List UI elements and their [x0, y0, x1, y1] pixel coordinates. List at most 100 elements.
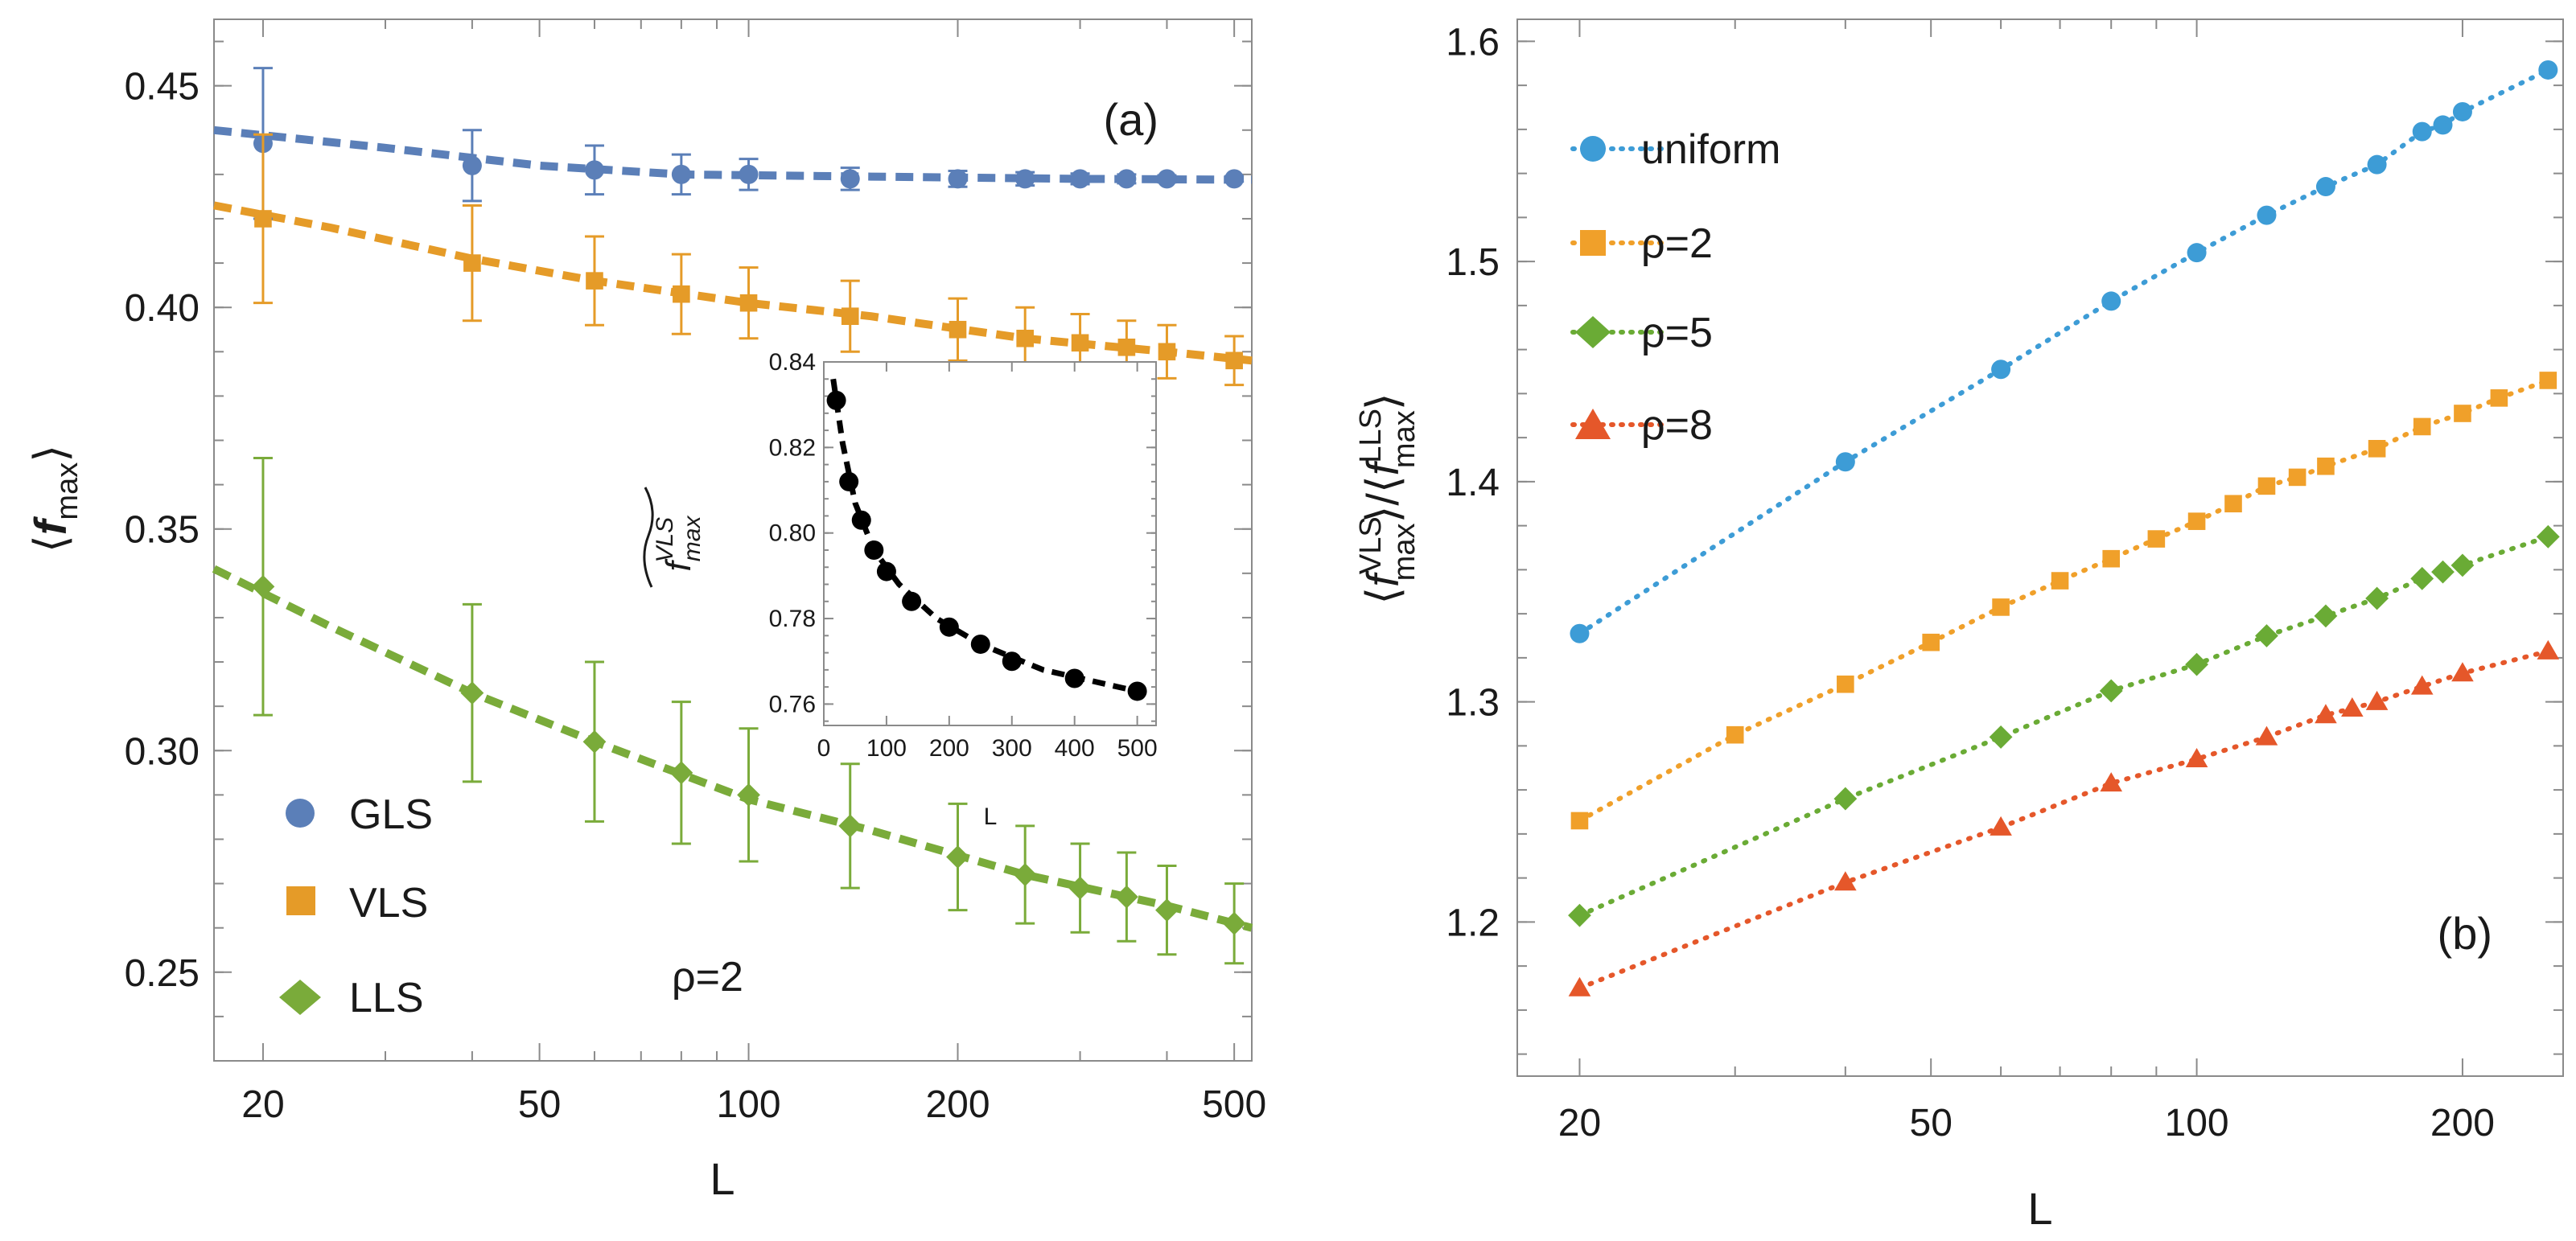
vls-point: [463, 254, 481, 272]
gls-fit-line: [213, 125, 1253, 184]
uniform-point: [1835, 452, 1855, 472]
x-tick-label: 100: [717, 1083, 781, 1126]
rho5-point: [2365, 586, 2389, 610]
y-tick-label: 1.6: [1446, 21, 1500, 64]
rho2-line: [1577, 378, 2551, 824]
rho8-line: [1577, 648, 2551, 991]
legend-gls-marker: [286, 799, 315, 828]
vls-point: [1158, 343, 1176, 361]
rho8-point: [2341, 697, 2364, 717]
panel-b-frame: [1516, 18, 2564, 1077]
inset-fit-line: [830, 378, 1138, 694]
rho5-point: [2255, 624, 2278, 647]
inset-point: [1064, 668, 1084, 688]
vls-point: [949, 320, 967, 339]
rho5-point: [2431, 560, 2455, 584]
y-tick-label: 1.5: [1446, 241, 1500, 284]
legend-item-vls: VLS: [286, 880, 428, 927]
rho2-point: [2454, 405, 2471, 422]
panel-b-ylabel-sub2: max: [1388, 410, 1422, 468]
vls-point: [1071, 334, 1089, 352]
legend-rho5-label: ρ=5: [1641, 310, 1713, 356]
inset-point: [864, 540, 884, 560]
legend-uniform-label: uniform: [1641, 126, 1780, 173]
y-tick-label: 0.25: [125, 952, 200, 995]
lls-point: [838, 814, 862, 838]
legend-rho2-marker: [1580, 230, 1606, 256]
rho2-point: [2147, 530, 2166, 548]
rho2-point: [2490, 389, 2508, 407]
vls-point: [1117, 338, 1136, 356]
legend-item-rho8: ρ=8: [1570, 402, 1713, 449]
rho2-point: [1922, 633, 1940, 651]
uniform-point: [2452, 101, 2472, 121]
rho2-point: [1570, 812, 1589, 830]
x-tick-label: 300: [992, 735, 1032, 762]
vls-point: [841, 307, 859, 326]
panel-a-frame: [213, 18, 1253, 1062]
inset-point: [851, 510, 871, 530]
lls-point: [669, 761, 693, 785]
inset-ylabel: fmaxVLS: [643, 487, 706, 588]
rho5-point: [2185, 652, 2208, 676]
y-tick-label: 0.82: [769, 434, 816, 461]
legend-rho8-label: ρ=8: [1641, 402, 1713, 449]
gls-point: [739, 164, 759, 184]
gls-point: [584, 160, 604, 180]
uniform-point: [2412, 121, 2432, 142]
legend-gls-label: GLS: [349, 791, 433, 838]
inset-point: [1002, 651, 1022, 672]
x-tick-label: 500: [1117, 735, 1158, 762]
uniform-point: [1991, 360, 2011, 380]
rho8-point: [2255, 725, 2278, 746]
lls-point: [460, 681, 484, 705]
rho2-point: [2413, 417, 2431, 436]
gls-point: [1070, 169, 1090, 189]
panel-a-annotation: ρ=2: [672, 954, 743, 1001]
gls-point: [948, 169, 968, 189]
x-tick-label: 400: [1055, 735, 1095, 762]
vls-point: [586, 272, 603, 290]
rho8-point: [1990, 816, 2012, 836]
legend-lls-label: LLS: [349, 975, 424, 1021]
rho8-point: [2365, 690, 2389, 710]
rho8-point: [2451, 662, 2474, 682]
vls-point: [1016, 329, 1034, 347]
gls-point: [1117, 169, 1137, 189]
y-tick-label: 0.30: [125, 730, 200, 773]
lls-point: [1114, 885, 1138, 909]
lls-point: [1222, 911, 1246, 935]
y-tick-label: 0.35: [125, 509, 200, 552]
panel-a: 20 50 100 200 500 0.25 0.30 0.35 0.40 0.45 L ⟨fma…: [25, 18, 1266, 1204]
rho5-point: [2099, 679, 2123, 703]
y-tick-label: 1.3: [1446, 682, 1500, 725]
inset-point: [1127, 681, 1147, 701]
rho2-point: [2257, 477, 2276, 495]
rho2-point: [1992, 598, 2010, 616]
gls-point: [840, 169, 860, 189]
x-tick-label: 100: [866, 735, 907, 762]
uniform-point: [2187, 243, 2207, 263]
rho2-point: [2051, 572, 2069, 590]
rho2-point: [2102, 549, 2121, 568]
rho2-point: [1837, 675, 1854, 693]
y-tick-label: 1.4: [1446, 462, 1500, 504]
rho8-point: [2410, 675, 2434, 695]
legend-vls-marker: [286, 886, 315, 915]
uniform-point: [2538, 60, 2558, 80]
inset-point: [876, 561, 896, 581]
rho5-point: [1568, 903, 1591, 927]
rho5-point: [2536, 524, 2560, 549]
rho2-point: [2288, 468, 2306, 487]
lls-point: [1155, 898, 1179, 923]
rho5-line: [1577, 534, 2551, 918]
uniform-point: [2101, 291, 2121, 311]
uniform-point: [1570, 623, 1590, 643]
uniform-point: [2315, 177, 2335, 197]
x-tick-label: 200: [2430, 1102, 2495, 1144]
y-tick-label: 0.45: [125, 66, 200, 109]
rho2-point: [2224, 495, 2242, 513]
rho8-point: [1834, 871, 1857, 891]
legend-lls-marker: [279, 980, 321, 1015]
inset-point: [902, 591, 922, 611]
